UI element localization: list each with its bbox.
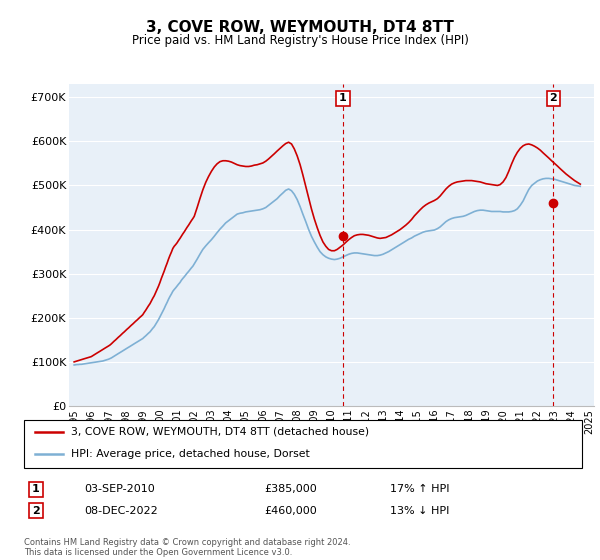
Text: Price paid vs. HM Land Registry's House Price Index (HPI): Price paid vs. HM Land Registry's House … (131, 34, 469, 46)
Text: £460,000: £460,000 (264, 506, 317, 516)
Text: 3, COVE ROW, WEYMOUTH, DT4 8TT (detached house): 3, COVE ROW, WEYMOUTH, DT4 8TT (detached… (71, 427, 370, 437)
Text: 2: 2 (32, 506, 40, 516)
Text: Contains HM Land Registry data © Crown copyright and database right 2024.
This d: Contains HM Land Registry data © Crown c… (24, 538, 350, 557)
Text: £385,000: £385,000 (264, 484, 317, 494)
Text: 1: 1 (339, 94, 347, 104)
Text: HPI: Average price, detached house, Dorset: HPI: Average price, detached house, Dors… (71, 449, 310, 459)
Text: 3, COVE ROW, WEYMOUTH, DT4 8TT: 3, COVE ROW, WEYMOUTH, DT4 8TT (146, 20, 454, 35)
Text: 1: 1 (32, 484, 40, 494)
Text: 13% ↓ HPI: 13% ↓ HPI (390, 506, 449, 516)
Text: 2: 2 (549, 94, 557, 104)
Text: 17% ↑ HPI: 17% ↑ HPI (390, 484, 449, 494)
Text: 08-DEC-2022: 08-DEC-2022 (84, 506, 158, 516)
Text: 03-SEP-2010: 03-SEP-2010 (84, 484, 155, 494)
